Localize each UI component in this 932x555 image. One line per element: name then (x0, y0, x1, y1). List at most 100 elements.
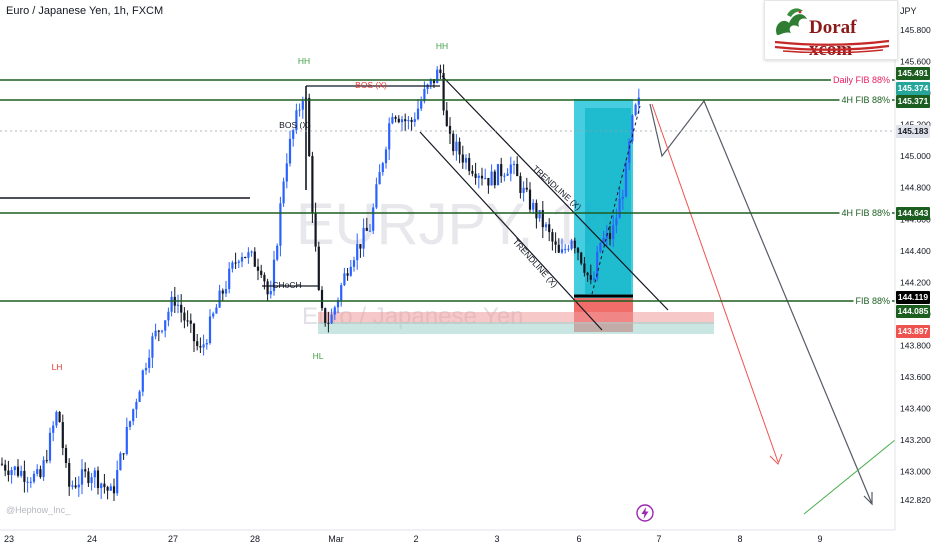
candle-body (624, 162, 628, 197)
candle-body (432, 79, 436, 83)
candle-body (119, 453, 122, 471)
chart-annotation: LH (52, 362, 63, 372)
y-tick-label: 143.200 (900, 435, 931, 445)
candle-body (32, 473, 36, 482)
candle-body (160, 330, 164, 332)
upper-trendline (441, 75, 669, 311)
candle-body (16, 466, 20, 476)
x-tick-label: 27 (168, 534, 178, 544)
candle-body (410, 119, 413, 122)
candle-body (445, 110, 448, 126)
candle-body (80, 469, 84, 485)
candle-body (576, 248, 580, 253)
candle-body (580, 252, 583, 264)
candle-body (263, 274, 266, 282)
x-tick-label: 8 (737, 534, 742, 544)
candle-body (564, 249, 567, 251)
short-target-arrow (769, 453, 783, 465)
candle-body (39, 469, 42, 478)
long-position-inner-zone (585, 108, 631, 294)
x-tick-label: 24 (87, 534, 97, 544)
candle-body (596, 251, 599, 279)
candle-body (493, 171, 496, 186)
candle-body (349, 266, 352, 276)
candle-body (10, 469, 13, 476)
projection-arrow (863, 492, 873, 506)
candle-body (592, 278, 596, 280)
candle-body (391, 116, 394, 124)
candle-body (266, 281, 269, 295)
candle-body (295, 110, 298, 131)
candle-body (621, 196, 624, 199)
candle-body (212, 313, 215, 317)
green-trend-ray (803, 439, 896, 515)
lightning-icon[interactable] (636, 504, 654, 522)
candle-body (279, 203, 282, 246)
candle-body (554, 241, 557, 245)
candle-body (7, 470, 10, 476)
candle-body (400, 119, 404, 123)
candle-body (618, 198, 621, 219)
candle-body (135, 402, 138, 410)
y-tick-label: 143.600 (900, 372, 931, 382)
candle-body (506, 173, 509, 176)
candle-body (221, 290, 224, 294)
candle-body (36, 469, 39, 474)
candle-body (327, 322, 330, 324)
candle-body (336, 300, 340, 308)
symbol-title[interactable]: Euro / Japanese Yen, 1h, FXCM (6, 5, 164, 17)
candle-body (570, 240, 573, 249)
candle-body (509, 164, 512, 174)
candle-body (247, 252, 250, 258)
candle-body (128, 421, 132, 427)
candle-body (346, 273, 349, 276)
y-tick-label: 145.000 (900, 151, 931, 161)
y-tick-label: 144.200 (900, 277, 931, 287)
candle-body (260, 270, 263, 275)
candle-body (71, 485, 74, 487)
short-target-line (651, 103, 779, 463)
candle-body (548, 224, 551, 233)
price-tag: 145.374 (898, 83, 929, 93)
candle-body (365, 227, 368, 231)
candle-body (452, 133, 455, 152)
candle-body (436, 69, 439, 83)
y-tick-label: 145.200 (900, 120, 931, 130)
candle-body (272, 259, 276, 292)
candle-body (500, 164, 503, 177)
candle-body (20, 470, 23, 476)
candle-body (282, 181, 285, 204)
candle-body (90, 477, 93, 483)
y-tick-label: 143.000 (900, 467, 931, 477)
candle-body (0, 463, 4, 465)
candle-body (368, 230, 372, 232)
candle-body (285, 163, 288, 182)
candle-body (52, 425, 55, 433)
candle-body (148, 357, 151, 368)
candle-body (250, 251, 253, 253)
candle-body (589, 275, 592, 280)
candle-body (132, 409, 135, 422)
candle-body (397, 118, 400, 123)
y-tick-label: 143.800 (900, 340, 931, 350)
fib-level-label-bg (839, 207, 892, 219)
candle-body (455, 141, 458, 152)
candle-body (356, 244, 359, 261)
candle-body (29, 481, 32, 483)
candle-body (535, 202, 538, 219)
x-tick-label: 7 (656, 534, 661, 544)
y-tick-label: 143.400 (900, 404, 931, 414)
candle-body (324, 308, 327, 323)
price-tag-bg (896, 95, 930, 108)
candle-body (189, 320, 192, 324)
price-tag: 145.371 (898, 96, 929, 106)
candle-body (180, 304, 183, 313)
x-tick-label: 28 (250, 534, 260, 544)
fib-level-label: 4H FIB 88% (841, 95, 890, 105)
candle-body (167, 311, 170, 321)
candle-body (484, 178, 487, 180)
candle-body (68, 462, 71, 487)
candle-body (42, 460, 45, 478)
